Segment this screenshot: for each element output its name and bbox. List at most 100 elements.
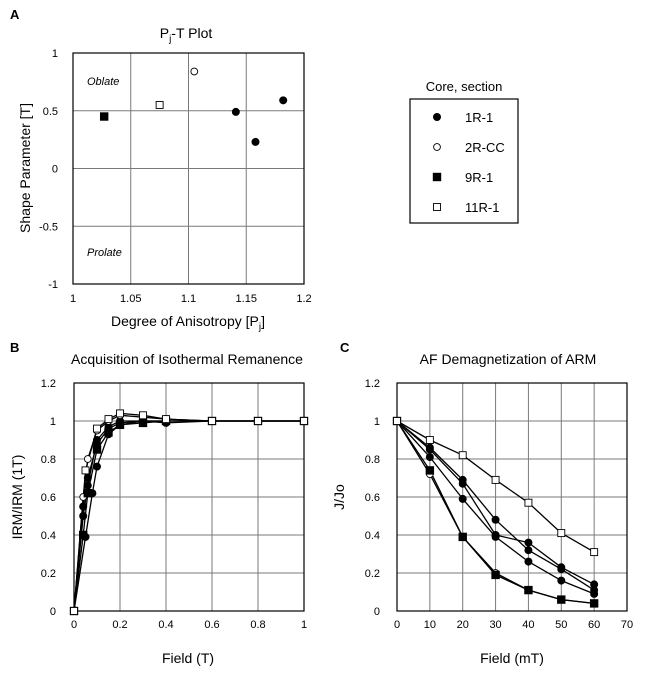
panel-c-y-tick-label: 1.2	[365, 378, 380, 390]
legend-label-1r-1: 1R-1	[465, 110, 493, 125]
panel-b-data-point	[79, 502, 88, 511]
panel-b-x-tick-label: 1	[301, 619, 307, 631]
panel-c-data-point	[557, 576, 566, 585]
panel-b-data-point	[79, 512, 88, 521]
legend: Core, section 1R-1 2R-CC 9R-1 11R-1	[409, 79, 519, 224]
panel-b-data-point	[300, 417, 308, 425]
oblate-label: Oblate	[87, 76, 119, 88]
panel-a-x-tick-label: 1.1	[181, 293, 196, 305]
panel-b-data-point	[138, 418, 148, 428]
panel-a-point-9r-1	[99, 112, 109, 121]
legend-marker-1r-1	[432, 113, 441, 122]
panel-c-y-label: J/Jo	[331, 484, 347, 510]
panel-c-y-tick-label: 0.4	[365, 530, 380, 542]
panel-c-data-point	[491, 475, 500, 484]
panel-c-data-point	[589, 599, 599, 608]
panel-b-y-tick-label: 1	[50, 416, 56, 428]
panel-b-data-point	[81, 466, 90, 475]
panel-b-series-line	[73, 420, 304, 612]
panel-c-data-point	[491, 515, 500, 524]
panel-b-series-line	[73, 420, 304, 612]
panel-c-x-tick-label: 30	[489, 619, 501, 631]
panel-c-x-label: Field (mT)	[480, 650, 544, 666]
panel-a-title: Pj-T Plot	[160, 25, 213, 45]
panel-c-data-point	[458, 532, 467, 542]
panel-c-data-point	[425, 453, 434, 462]
panel-a-y-tick-label: -1	[48, 279, 58, 291]
panel-c-data-point	[557, 529, 566, 538]
panel-a-letter: A	[10, 7, 20, 22]
legend-title: Core, section	[426, 79, 503, 94]
panel-c-title: AF Demagnetization of ARM	[420, 351, 597, 367]
panel-b-data-point	[79, 530, 88, 540]
panel-c-x-tick-label: 50	[555, 619, 567, 631]
panel-c-y-tick-label: 0.6	[365, 492, 380, 504]
legend-label-9r-1: 9R-1	[465, 170, 493, 185]
panel-c-data-point	[557, 595, 566, 604]
panel-b-plot-frame	[73, 382, 305, 612]
panel-b-data-point	[254, 417, 262, 425]
panel-c-data-point	[491, 570, 500, 580]
panel-b-y-tick-label: 0.2	[41, 568, 56, 580]
panel-c-x-tick-label: 40	[522, 619, 534, 631]
legend-marker-2r-cc	[433, 143, 441, 151]
panel-b-data-point	[116, 409, 124, 418]
panel-b-x-tick-label: 0	[71, 619, 77, 631]
panel-b-x-tick-label: 0.2	[112, 619, 127, 631]
panel-b-data-point	[83, 488, 92, 498]
panel-c-data-point	[524, 538, 533, 547]
panel-c-data-point	[590, 548, 599, 557]
panel-c-y-tick-label: 0.8	[365, 454, 380, 466]
panel-c-x-tick-label: 70	[621, 619, 633, 631]
panel-c-data-point	[524, 498, 533, 507]
panel-c-data-point	[557, 563, 566, 572]
panel-c-x-tick-label: 0	[394, 619, 400, 631]
panel-b-y-tick-label: 0.8	[41, 454, 56, 466]
panel-c: C AF Demagnetization of ARM Field (mT) J…	[331, 340, 633, 666]
panel-c-grid	[396, 382, 628, 612]
panel-c-data-point	[524, 585, 533, 595]
panel-a-x-tick-label: 1.15	[236, 293, 257, 305]
panel-a-point-1r-1	[231, 107, 240, 116]
panel-b-y-tick-label: 0.6	[41, 492, 56, 504]
panel-c-data-point	[524, 546, 533, 555]
panel-b-data-point	[208, 417, 216, 425]
panel-b-data-point	[115, 420, 125, 429]
panel-b-series-line	[73, 420, 304, 612]
panel-c-y-tick-label: 0.2	[365, 568, 380, 580]
panel-a-point-2r-cc	[190, 67, 199, 76]
panel-c-x-tick-label: 60	[588, 619, 600, 631]
legend-marker-11r-1	[433, 203, 441, 211]
panel-b-y-tick-label: 0	[50, 606, 56, 618]
panel-a: A Pj-T Plot Degree of Anisotropy [Pj] Sh…	[10, 7, 312, 333]
panel-b-series-line	[73, 420, 304, 612]
panel-b-data-point	[139, 411, 147, 420]
panel-c-data-point	[425, 445, 434, 454]
panel-b-data-point	[162, 415, 170, 424]
panel-b-x-tick-label: 0.8	[250, 619, 265, 631]
panel-b-title: Acquisition of Isothermal Remanence	[71, 351, 303, 367]
legend-marker-9r-1	[432, 172, 442, 182]
panel-b: B Acquisition of Isothermal Remanence Fi…	[9, 340, 309, 666]
panel-b-data-point	[93, 424, 101, 433]
panel-c-x-tick-label: 20	[457, 619, 469, 631]
panel-c-data-point	[425, 436, 434, 444]
panel-b-data-point	[93, 462, 102, 471]
panel-b-y-tick-label: 0.4	[41, 530, 56, 542]
prolate-label: Prolate	[87, 247, 122, 259]
panel-c-x-tick-label: 10	[424, 619, 436, 631]
panel-c-plot-frame	[396, 382, 628, 612]
panel-b-series-line	[73, 412, 304, 612]
panel-a-y-label: Shape Parameter [T]	[17, 103, 33, 233]
panel-b-data-point	[104, 428, 113, 437]
panel-c-data-point	[590, 580, 599, 589]
panel-a-y-tick-label: 1	[52, 48, 58, 60]
panel-b-y-label: IRM/IRM (1T)	[9, 455, 25, 540]
panel-a-point-11r-1	[155, 101, 164, 109]
panel-c-data-point	[425, 466, 435, 475]
panel-b-letter: B	[10, 340, 19, 355]
panel-a-point-1r-1	[251, 137, 260, 146]
panel-c-data-point	[458, 479, 467, 488]
panel-b-x-tick-label: 0.4	[158, 619, 173, 631]
